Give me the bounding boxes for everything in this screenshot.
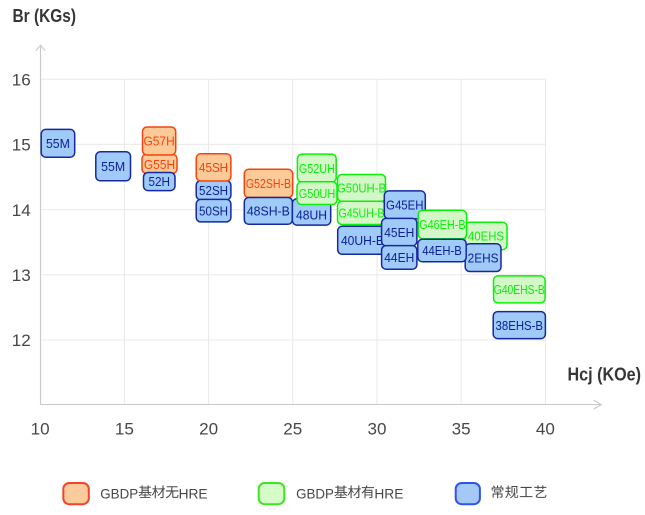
svg-text:45SH: 45SH [199,160,228,175]
svg-text:52H: 52H [149,174,171,189]
svg-text:10: 10 [31,419,50,438]
svg-text:40: 40 [536,419,555,438]
svg-text:HRE: HRE [374,485,403,501]
svg-text:G50UH: G50UH [299,186,336,201]
svg-text:50SH: 50SH [199,203,228,218]
svg-text:G40EHS-B: G40EHS-B [494,282,545,297]
svg-text:30: 30 [368,419,387,438]
svg-text:G45UH-B: G45UH-B [339,206,385,221]
svg-text:Hcj (KOe): Hcj (KOe) [568,365,642,385]
svg-text:G52UH: G52UH [299,161,335,176]
svg-text:45EH: 45EH [384,225,414,240]
svg-text:GBDP: GBDP [296,485,334,501]
svg-text:48SH-B: 48SH-B [247,204,290,219]
svg-text:55M: 55M [101,159,125,174]
svg-text:2EHS: 2EHS [468,250,499,265]
svg-text:G50UH-B: G50UH-B [337,181,386,196]
svg-text:16: 16 [12,70,31,89]
svg-text:40EHS: 40EHS [468,229,504,244]
svg-text:38EHS-B: 38EHS-B [496,318,544,333]
svg-text:52SH: 52SH [199,183,228,198]
svg-text:GBDP: GBDP [100,485,138,501]
svg-text:G45EH: G45EH [386,198,424,213]
svg-text:15: 15 [115,419,134,438]
svg-text:14: 14 [12,201,31,220]
svg-text:G55H: G55H [144,157,175,172]
svg-text:12: 12 [12,331,31,350]
svg-text:G46EH-B: G46EH-B [419,217,466,232]
svg-text:15: 15 [12,136,31,155]
svg-text:G52SH-B: G52SH-B [246,176,291,191]
svg-text:40UH-B: 40UH-B [341,233,384,248]
svg-text:55M: 55M [46,136,70,151]
svg-text:20: 20 [199,419,218,438]
svg-text:44EH: 44EH [384,250,414,265]
svg-text:48UH: 48UH [296,208,327,223]
svg-text:44EH-B: 44EH-B [422,243,462,258]
svg-text:G57H: G57H [144,134,175,149]
svg-text:13: 13 [12,266,31,285]
svg-text:35: 35 [452,419,471,438]
svg-text:25: 25 [283,419,302,438]
svg-text:Br (KGs): Br (KGs) [13,6,77,26]
svg-text:HRE: HRE [179,485,208,501]
